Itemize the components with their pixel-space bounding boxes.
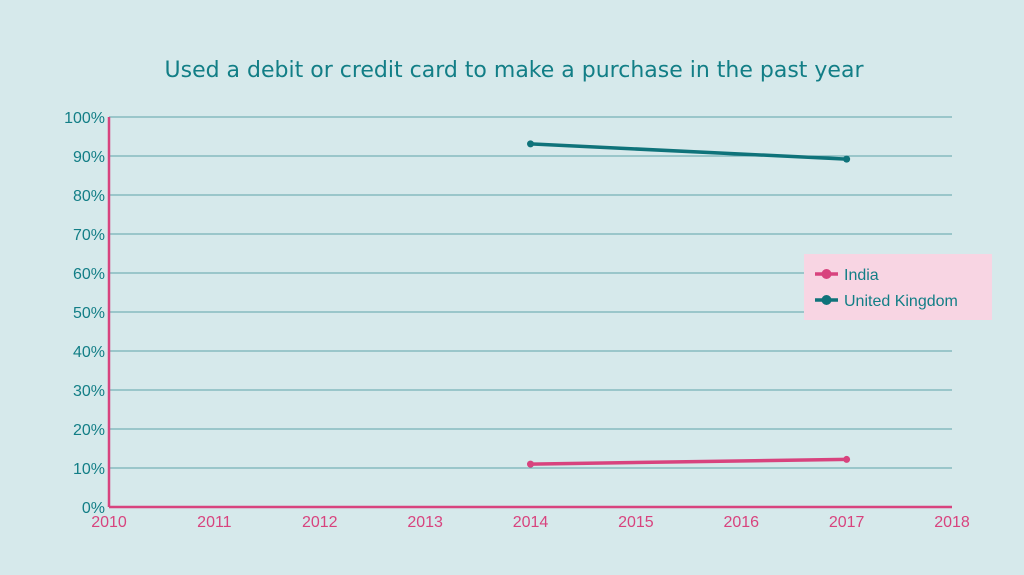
x-tick-label: 2011 [197,514,232,531]
series [527,140,851,468]
y-tick-label: 10% [73,461,105,478]
x-tick-labels: 2010 2011 2012 2013 2014 2015 2016 2017 2018 [91,514,970,531]
data-point-india [527,460,534,468]
data-point-united-kingdom [527,140,534,148]
x-tick-label: 2014 [513,514,549,531]
x-tick-label: 2015 [618,514,654,531]
y-tick-label: 50% [73,305,105,322]
chart-title: Used a debit or credit card to make a pu… [164,58,864,83]
legend-label: United Kingdom [844,293,958,310]
series-line-india [528,457,849,466]
y-tick-label: 80% [73,188,105,205]
y-tick-label: 20% [73,422,105,439]
x-tick-label: 2018 [934,514,970,531]
data-point-united-kingdom [843,155,851,163]
y-tick-label: 60% [73,266,105,283]
legend-marker [821,269,832,279]
x-tick-label: 2017 [829,514,865,531]
y-tick-label: 0% [82,500,105,517]
gridlines [109,116,952,469]
y-tick-label: 100% [64,110,105,127]
legend-marker [821,295,832,305]
y-tick-label: 70% [73,227,105,244]
legend-label: India [844,267,879,284]
series-line-united-kingdom [528,142,849,161]
y-tick-labels: 0% 10% 20% 30% 40% 50% 60% 70% 80% 90% 100% [64,110,105,517]
x-tick-label: 2013 [407,514,443,531]
x-tick-label: 2016 [723,514,759,531]
legend-box [804,254,992,320]
axes [107,117,952,509]
y-tick-label: 90% [73,149,105,166]
y-tick-label: 40% [73,344,105,361]
data-point-india [843,455,851,463]
x-tick-label: 2010 [91,514,127,531]
legend: India United Kingdom [804,254,992,320]
x-tick-label: 2012 [302,514,338,531]
y-tick-label: 30% [73,383,105,400]
